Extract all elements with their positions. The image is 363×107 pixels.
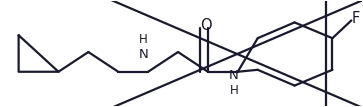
Text: H: H (229, 84, 238, 97)
Text: N: N (138, 48, 148, 61)
Text: N: N (229, 69, 239, 82)
Text: H: H (139, 33, 147, 46)
Text: F: F (351, 11, 360, 26)
Text: O: O (200, 19, 212, 33)
